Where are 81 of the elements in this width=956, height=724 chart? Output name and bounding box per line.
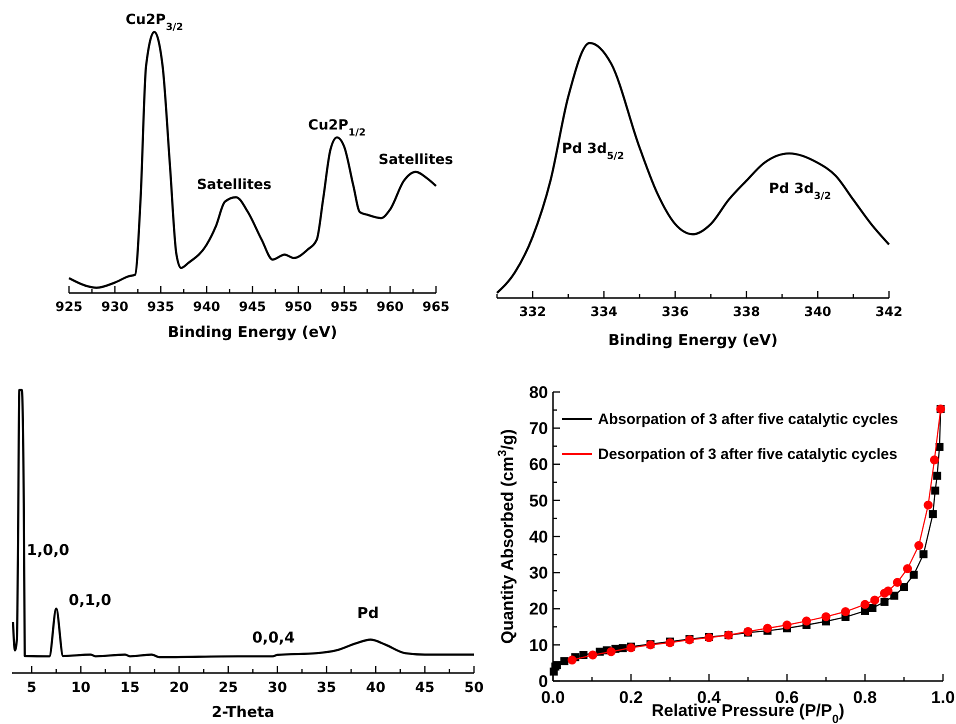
y-tick-label: 10	[529, 636, 548, 655]
x-axis-title: 2-Theta	[212, 703, 274, 721]
point	[560, 657, 568, 666]
point	[914, 541, 924, 550]
y-tick-label: 80	[529, 382, 548, 402]
point	[930, 455, 939, 464]
point	[884, 586, 893, 596]
x-tick-label: 336	[662, 305, 689, 320]
point	[841, 607, 850, 616]
x-axis-title: Binding Energy (eV)	[608, 331, 778, 349]
point	[890, 592, 898, 600]
point	[868, 604, 876, 612]
x-tick-label: 334	[590, 305, 618, 320]
annotation: 0,0,4	[252, 628, 295, 646]
x-tick-label: 30	[268, 680, 288, 696]
annotation: Pd	[357, 604, 379, 622]
point	[933, 472, 942, 480]
x-tick-label: 35	[316, 680, 336, 696]
y-tick-label: 0	[538, 672, 548, 691]
annotation: 1,0,0	[26, 541, 70, 559]
x-tick-label: 338	[732, 305, 760, 320]
x-tick-label: 0.0	[541, 688, 565, 707]
x-tick-label: 10	[71, 680, 91, 696]
point	[880, 598, 888, 606]
point	[802, 616, 811, 626]
x-tick-label: 332	[519, 305, 546, 320]
x-tick-label: 950	[284, 300, 312, 315]
x-tick-label: 0.2	[619, 688, 643, 707]
point	[588, 650, 598, 660]
point	[900, 583, 908, 592]
y-tick-label: 70	[529, 419, 548, 438]
x-axis-title: Binding Energy (eV)	[168, 323, 338, 341]
x-tick-label: 965	[422, 300, 450, 315]
point	[782, 620, 792, 630]
annotation: Pd 3d$_{3/2}$	[768, 181, 832, 202]
x-tick-label: 935	[147, 300, 174, 315]
annotation: Cu2P$_{1/2}$	[308, 117, 366, 138]
x-tick-label: 940	[193, 300, 220, 315]
point	[924, 500, 933, 510]
x-tick-label: 930	[101, 300, 128, 315]
point	[928, 510, 937, 518]
annotation: Pd 3d$_{5/2}$	[562, 141, 624, 162]
point	[903, 564, 912, 574]
y-tick-label: 50	[529, 491, 548, 510]
legend-label: Desorpation of 3 after five catalytic cycles	[598, 446, 898, 463]
point	[822, 612, 830, 622]
y-tick-label: 20	[529, 600, 548, 619]
point	[606, 647, 616, 656]
annotation: Cu2P$_{3/2}$	[126, 12, 184, 32]
point	[931, 486, 940, 495]
x-tick-label: 340	[804, 305, 832, 320]
x-tick-label: 0.8	[853, 688, 877, 707]
x-tick-label: 0.6	[775, 688, 799, 707]
x-tick-label: 955	[330, 300, 358, 315]
x-tick-label: 40	[366, 680, 386, 696]
y-tick-label: 40	[529, 527, 548, 546]
x-tick-label: 15	[120, 680, 140, 696]
x-tick-label: 45	[415, 680, 435, 696]
y-tick-label: 60	[529, 455, 548, 474]
annotation: 0,1,0	[68, 591, 112, 609]
point	[860, 600, 870, 609]
x-tick-label: 5	[26, 680, 37, 696]
x-tick-label: 25	[218, 680, 238, 696]
point	[920, 550, 928, 558]
x-tick-label: 342	[875, 305, 903, 320]
point	[910, 570, 918, 579]
x-tick-label: 20	[169, 680, 190, 696]
x-tick-label: 1.0	[931, 688, 955, 707]
point	[568, 656, 577, 665]
annotation: Satellites	[378, 152, 454, 168]
x-tick-label: 0.4	[697, 688, 722, 707]
y-tick-label: 30	[529, 564, 548, 583]
x-tick-label: 960	[376, 300, 404, 315]
point	[763, 624, 772, 633]
x-tick-label: 945	[238, 300, 266, 315]
point	[870, 596, 880, 605]
x-tick-label: 925	[55, 300, 83, 315]
x-tick-label: 50	[464, 680, 484, 696]
legend-label: Absorpation of 3 after five catalytic cycles	[598, 411, 898, 428]
point	[892, 578, 902, 587]
annotation: Satellites	[196, 177, 272, 194]
